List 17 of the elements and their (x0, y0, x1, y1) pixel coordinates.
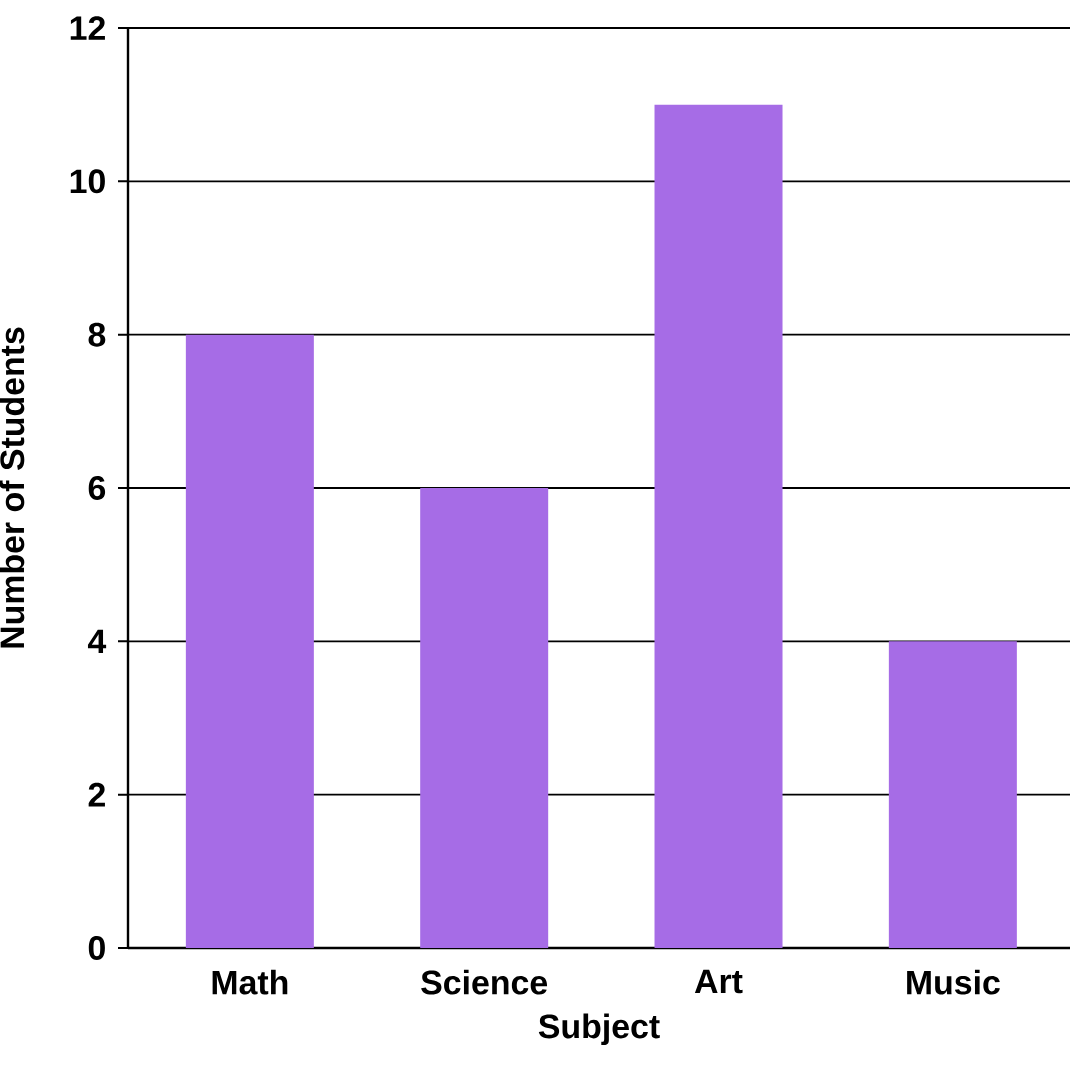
bar (654, 104, 783, 948)
bar (888, 641, 1017, 948)
y-tick-label: 12 (70, 16, 105, 40)
y-tick-label: 4 (87, 629, 107, 653)
x-tick-label: Music (907, 969, 1000, 995)
x-tick-label: Art (694, 969, 743, 994)
y-tick-label: 6 (88, 476, 106, 500)
bar (185, 334, 314, 948)
y-tick-label: 2 (88, 782, 105, 807)
y-tick-label: 8 (88, 322, 106, 347)
bar (420, 487, 549, 948)
y-axis-title: Number of Students (0, 327, 25, 648)
y-tick-label: 0 (88, 936, 105, 960)
x-tick-label: Science (421, 969, 548, 995)
x-tick-label: Math (212, 969, 288, 995)
x-axis-title: Subject (538, 1013, 660, 1046)
y-tick-label: 10 (70, 169, 105, 194)
